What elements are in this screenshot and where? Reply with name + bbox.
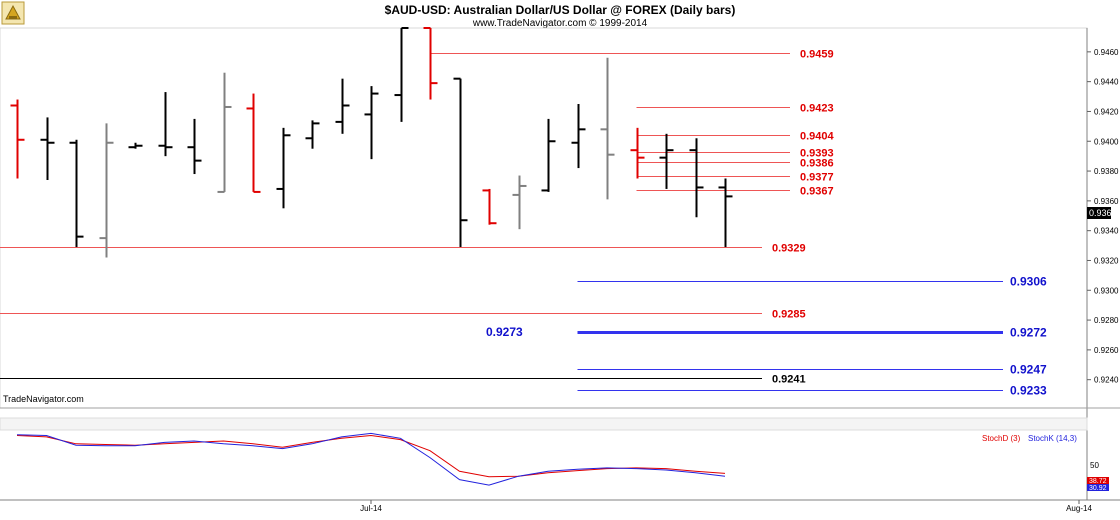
level-label: 0.9393 [800, 148, 834, 160]
ohlc-bar [453, 77, 468, 248]
level-label: 0.9377 [800, 172, 834, 184]
ohlc-bar [571, 104, 586, 169]
ohlc-bar [128, 142, 143, 149]
level-label: 0.9404 [800, 131, 835, 143]
ohlc-bar [364, 86, 379, 160]
last-price-value: 0.9365 [1089, 208, 1117, 218]
price-tick-label: 0.9300 [1094, 286, 1119, 295]
level-label: 0.9329 [772, 243, 806, 255]
price-tick-label: 0.9260 [1094, 346, 1119, 355]
stoch-axis-label: 50 [1090, 461, 1099, 470]
ohlc-bar [40, 117, 55, 180]
ohlc-bar [276, 127, 291, 209]
price-tick-label: 0.9420 [1094, 107, 1119, 116]
stoch-readout-top: 38.72 [1089, 478, 1107, 485]
level-label: 0.9241 [772, 374, 806, 386]
time-tick-label: Aug-14 [1066, 504, 1092, 513]
ohlc-bar [10, 99, 25, 179]
ohlc-bar [99, 123, 114, 258]
price-tick-label: 0.9240 [1094, 376, 1119, 385]
stoch-readout: 38.72 30.92 [1087, 477, 1109, 492]
ohlc-bar [600, 57, 615, 200]
brand-label: TradeNavigator.com [3, 394, 84, 404]
chart-title: $AUD-USD: Australian Dollar/US Dollar @ … [385, 3, 736, 17]
time-axis: Jul-14 Aug-14 [360, 500, 1092, 513]
stoch-d-line [16, 434, 726, 478]
level-label: 0.9233 [1010, 384, 1047, 398]
ohlc-bar [689, 138, 704, 218]
ohlc-bar [423, 27, 438, 100]
ohlc-bar [69, 139, 84, 248]
ohlc-bars [10, 27, 733, 258]
price-tick-label: 0.9400 [1094, 137, 1119, 146]
level-label: 0.9306 [1010, 275, 1047, 289]
ohlc-bar [482, 188, 497, 225]
ohlc-bar [246, 93, 261, 193]
price-tick-label: 0.9280 [1094, 316, 1119, 325]
logo-icon [1, 1, 25, 25]
ohlc-bar [512, 175, 527, 230]
price-tick-label: 0.9440 [1094, 78, 1119, 87]
time-tick-label: Jul-14 [360, 504, 382, 513]
ohlc-bar [394, 27, 409, 122]
stochastic-lines [16, 432, 726, 486]
price-tick-label: 0.9380 [1094, 167, 1119, 176]
price-tick-label: 0.9320 [1094, 256, 1119, 265]
ohlc-bar [541, 118, 556, 192]
price-panel-frame [0, 27, 1088, 409]
ohlc-bar [335, 78, 350, 134]
ohlc-bar [659, 133, 674, 189]
price-tick-label: 0.9360 [1094, 197, 1119, 206]
level-label: 0.9423 [800, 103, 834, 115]
ohlc-bar [217, 72, 232, 193]
price-tick-label: 0.9460 [1094, 48, 1119, 57]
ohlc-bar [158, 92, 173, 157]
ohlc-bar [305, 120, 320, 149]
level-label-left: 0.9273 [486, 325, 523, 339]
last-price-tag: 0.9365 [1087, 207, 1117, 219]
chart-subtitle: www.TradeNavigator.com © 1999-2014 [472, 18, 648, 29]
level-label: 0.9367 [800, 186, 834, 198]
ohlc-bar [187, 118, 202, 175]
price-tick-label: 0.9340 [1094, 227, 1119, 236]
level-label: 0.9285 [772, 309, 806, 321]
ohlc-bar [630, 127, 645, 179]
stoch-d-legend: StochD (3) [982, 434, 1021, 443]
stoch-readout-bottom: 30.92 [1089, 485, 1107, 492]
level-label: 0.9272 [1010, 326, 1047, 340]
level-label: 0.9247 [1010, 363, 1047, 377]
price-axis: 0.9460 0.9440 0.9420 0.9400 0.9380 0.9360 0.93… [1087, 48, 1119, 385]
level-label: 0.9386 [800, 158, 834, 170]
stoch-k-line [16, 432, 726, 486]
stoch-k-legend: StochK (14,3) [1028, 434, 1077, 443]
stoch-band [0, 417, 1088, 431]
level-label: 0.9459 [800, 49, 834, 61]
ohlc-bar [718, 178, 733, 248]
